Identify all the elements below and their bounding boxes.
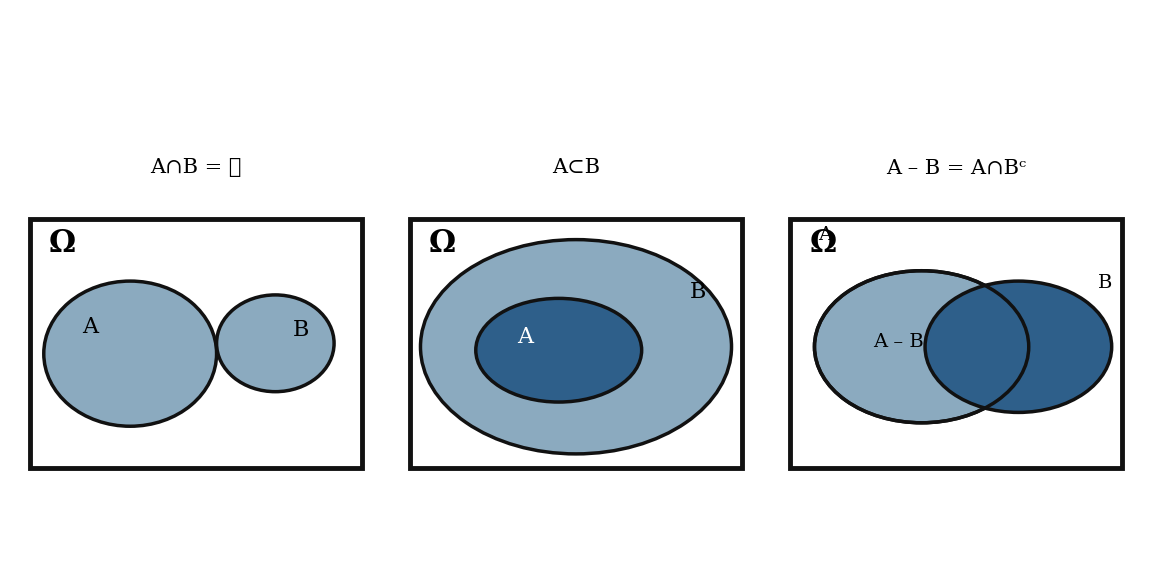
Ellipse shape [925, 281, 1112, 412]
Ellipse shape [420, 240, 732, 454]
Text: A – B = A∩Bᶜ: A – B = A∩Bᶜ [886, 158, 1026, 177]
Text: B: B [1098, 274, 1112, 292]
Text: A – B: A – B [873, 333, 924, 351]
Ellipse shape [814, 271, 1029, 423]
Text: Ω: Ω [429, 228, 456, 259]
Text: B: B [293, 319, 309, 342]
Text: A∩B = ∅: A∩B = ∅ [150, 158, 242, 177]
Text: B: B [690, 281, 706, 304]
Ellipse shape [44, 281, 217, 426]
Ellipse shape [476, 298, 642, 402]
Ellipse shape [217, 295, 334, 392]
Text: Ω: Ω [48, 228, 76, 259]
Text: A: A [818, 226, 832, 244]
Text: Ω: Ω [809, 228, 836, 259]
Text: A: A [82, 316, 98, 338]
Text: A: A [517, 326, 533, 348]
Text: A⊂B: A⊂B [552, 158, 600, 177]
